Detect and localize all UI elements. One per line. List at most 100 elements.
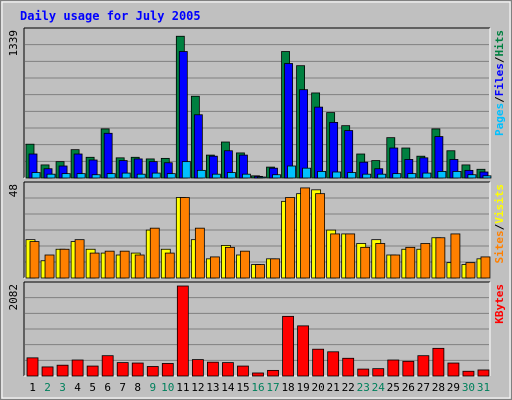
- bar-pages-day-17: [272, 174, 281, 179]
- bar-pages-day-7: [121, 172, 131, 179]
- legend-item-kbytes: KBytes: [493, 284, 506, 324]
- bar-files-day-19: [299, 89, 308, 179]
- legend-item-pages: Pages: [493, 103, 506, 136]
- bar-sites-day-6: [104, 250, 115, 279]
- bar-sites-day-19: [300, 187, 310, 279]
- bar-pages-day-20: [317, 171, 327, 179]
- x-tick-label-day-1: 1: [29, 381, 36, 394]
- bar-files-day-22: [344, 130, 354, 179]
- bar-sites-day-27: [420, 243, 431, 279]
- x-tick-label-day-26: 26: [402, 381, 415, 394]
- panel-top-background: [24, 28, 490, 178]
- bar-kbytes-day-4: [71, 359, 84, 377]
- bar-kbytes-day-3: [56, 364, 69, 377]
- bar-sites-day-14: [225, 246, 235, 279]
- y-max-label-middle: 48: [7, 184, 20, 197]
- bar-kbytes-day-23: [357, 368, 370, 377]
- x-tick-label-day-3: 3: [59, 381, 66, 394]
- bar-kbytes-day-15: [237, 365, 249, 377]
- x-tick-label-day-8: 8: [134, 381, 141, 394]
- x-tick-label-day-20: 20: [312, 381, 325, 394]
- bar-sites-day-5: [89, 252, 100, 279]
- x-tick-label-day-12: 12: [191, 381, 204, 394]
- bar-pages-day-19: [302, 167, 311, 179]
- x-tick-label-day-9: 9: [149, 381, 156, 394]
- x-tick-label-day-28: 28: [432, 381, 445, 394]
- bar-kbytes-day-18: [282, 315, 294, 377]
- bar-kbytes-day-1: [26, 357, 39, 377]
- bar-kbytes-day-13: [207, 361, 219, 377]
- bar-kbytes-day-30: [462, 370, 475, 377]
- bar-kbytes-day-8: [131, 362, 144, 377]
- bar-kbytes-day-12: [191, 359, 204, 377]
- bar-pages-day-22: [347, 172, 357, 179]
- x-tick-label-day-17: 17: [266, 381, 279, 394]
- x-tick-label-day-24: 24: [372, 381, 386, 394]
- x-tick-label-day-7: 7: [119, 381, 126, 394]
- bar-pages-day-4: [76, 173, 86, 179]
- bar-sites-day-10: [164, 252, 175, 279]
- bar-kbytes-day-11: [176, 285, 189, 377]
- x-tick-label-day-10: 10: [161, 381, 174, 394]
- bar-kbytes-day-14: [222, 362, 234, 377]
- bar-sites-day-2: [44, 254, 55, 279]
- bar-sites-day-31: [480, 256, 491, 279]
- x-tick-label-day-19: 19: [296, 381, 309, 394]
- x-tick-label-day-18: 18: [281, 381, 294, 394]
- bar-kbytes-day-27: [417, 355, 430, 377]
- bar-sites-day-7: [119, 250, 130, 279]
- bar-pages-day-13: [211, 173, 221, 179]
- bar-pages-day-9: [151, 172, 161, 179]
- legend-separator: /: [493, 96, 506, 103]
- bar-sites-day-23: [360, 246, 371, 279]
- legend-item-hits: Hits: [493, 30, 506, 57]
- bar-sites-day-30: [465, 262, 476, 279]
- bar-files-day-11: [178, 51, 188, 179]
- bar-kbytes-day-17: [267, 369, 279, 377]
- x-tick-label-day-23: 23: [357, 381, 370, 394]
- bar-kbytes-day-22: [342, 357, 355, 377]
- bar-sites-day-8: [134, 254, 145, 279]
- x-tick-label-day-11: 11: [176, 381, 189, 394]
- bar-sites-day-15: [240, 250, 250, 279]
- bar-pages-day-25: [392, 173, 402, 179]
- bar-kbytes-day-28: [432, 347, 445, 377]
- x-tick-label-day-16: 16: [251, 381, 264, 394]
- bar-kbytes-day-29: [447, 362, 460, 377]
- bar-pages-day-27: [422, 172, 432, 179]
- legend-bottom: KBytes: [493, 284, 506, 324]
- bar-pages-day-24: [377, 173, 387, 179]
- bar-kbytes-day-24: [372, 368, 385, 377]
- bar-kbytes-day-21: [327, 351, 340, 377]
- bar-sites-day-3: [59, 248, 70, 279]
- bar-kbytes-day-2: [41, 366, 54, 377]
- bar-pages-day-18: [287, 165, 296, 179]
- bar-kbytes-day-20: [312, 348, 325, 377]
- bar-pages-day-1: [31, 172, 41, 179]
- bar-pages-day-10: [166, 173, 176, 179]
- legend-item-sites: Sites: [493, 230, 506, 263]
- bar-sites-day-21: [330, 233, 341, 279]
- bar-kbytes-day-16: [252, 372, 264, 377]
- bar-sites-day-13: [209, 256, 220, 279]
- legend-middle: Sites/Visits: [493, 184, 506, 264]
- bar-files-day-20: [314, 106, 324, 179]
- bar-pages-day-30: [467, 174, 477, 179]
- bar-kbytes-day-5: [86, 365, 99, 377]
- bar-files-day-21: [329, 121, 339, 179]
- x-tick-label-day-5: 5: [89, 381, 96, 394]
- bar-kbytes-day-19: [297, 325, 309, 377]
- x-tick-label-day-22: 22: [342, 381, 355, 394]
- bar-sites-day-25: [390, 254, 401, 279]
- bar-sites-day-16: [255, 264, 265, 279]
- x-tick-label-day-29: 29: [447, 381, 460, 394]
- x-tick-label-day-4: 4: [74, 381, 81, 394]
- x-tick-label-day-30: 30: [462, 381, 475, 394]
- bar-pages-day-2: [46, 173, 56, 179]
- bar-sites-day-18: [285, 197, 295, 279]
- bar-kbytes-day-6: [101, 355, 114, 377]
- bar-kbytes-day-26: [402, 360, 415, 377]
- legend-separator: /: [493, 56, 506, 63]
